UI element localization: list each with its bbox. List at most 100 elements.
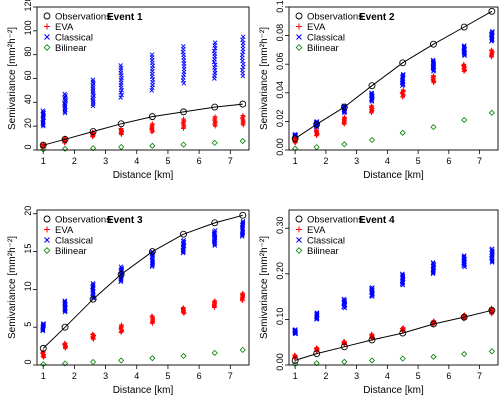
event-1-legend-label: Bilinear (55, 43, 87, 54)
event-3-classical-point (240, 219, 246, 224)
event-3-observations-point (239, 211, 247, 219)
event-3-xtick-label: 6 (197, 371, 202, 381)
event-3-legend-classical-marker (44, 237, 50, 243)
event-4-eva-point (369, 331, 374, 337)
event-4-bilinear-point (430, 353, 437, 360)
event-2-title: Event 2 (359, 12, 395, 23)
event-1-frame (36, 6, 250, 151)
event-3-classical-point (212, 230, 217, 236)
event-4-observations-point (340, 343, 348, 351)
event-1-ytick-label: 60 (23, 70, 33, 80)
event-3-eva-point (180, 305, 186, 310)
event-1-plot-area (39, 34, 247, 153)
event-2-eva-point (431, 73, 436, 78)
event-1-classical-point (240, 34, 246, 40)
event-2-observations-point (313, 120, 321, 128)
event-4-classical-point (399, 271, 405, 277)
event-3-observations-point (211, 219, 219, 227)
event-2-bilinear-point (430, 124, 437, 131)
event-4-ytick-label: 0.20 (275, 262, 285, 280)
event-4-bilinear-point (399, 355, 406, 362)
event-1-observations-point (148, 113, 156, 121)
event-1-ytick-label: 20 (23, 118, 33, 128)
event-2-legend-label: Observations (307, 12, 363, 23)
event-3-observations-point (180, 230, 187, 238)
event-3-observations-point (89, 295, 97, 303)
event-3-panel: 1 2 3 4 5 6 7 0 5 10 15 20 Distance [km] Semivariance… (7, 206, 250, 396)
event-4-classical-point (430, 260, 436, 266)
event-3-bilinear-point (90, 358, 97, 366)
event-3-legend-eva-marker (44, 226, 50, 233)
event-2-bilinear-point (292, 145, 299, 152)
event-2-observations-point (340, 103, 348, 111)
event-3-classical-point (90, 281, 96, 286)
event-1-observations-point (180, 108, 187, 116)
event-4-bilinear-point (341, 358, 348, 365)
event-1-ytick-label: 120 (23, 0, 33, 12)
event-4-observations-point (291, 356, 299, 364)
event-3-observations-point (39, 344, 47, 352)
event-2-classical-point (430, 59, 436, 64)
event-4-panel: 1 2 3 4 5 6 7 0.00 0.10 0.20 0.30 Distance [km] Semi… (259, 209, 499, 396)
event-2-eva-point (400, 87, 406, 93)
event-1-bilinear-point (149, 142, 156, 149)
event-2-ytick-label: 0.02 (275, 110, 285, 128)
event-2-eva-point (313, 127, 319, 133)
event-3-classical-point (181, 237, 187, 243)
event-2-panel: 1 2 3 4 5 6 7 0.00 0.02 0.04 0.06 0.08 0.10 Distance … (259, 0, 499, 181)
event-3-observations-point (148, 248, 156, 256)
event-2-xtick-label: 6 (446, 156, 451, 166)
event-3-observations-point (117, 270, 125, 278)
event-2-eva-point (369, 103, 375, 108)
event-3-eva-point (211, 299, 217, 304)
event-2-classical-point (461, 44, 467, 49)
event-1-classical-point (40, 108, 46, 113)
event-3-observations-line (42, 214, 243, 349)
event-2-eva-point (342, 114, 347, 120)
event-1-classical-point (118, 95, 123, 100)
event-1-observations-point (239, 100, 247, 108)
event-2-observations-line (294, 10, 493, 140)
event-1-legend-label: Classical (55, 33, 93, 44)
event-4-legend-label: Bilinear (307, 246, 339, 257)
event-4-xtick-label: 2 (323, 371, 328, 381)
event-2-xtick-label: 2 (323, 156, 328, 166)
event-2-bilinear-point (461, 116, 468, 124)
event-4-xtick-label: 3 (354, 371, 359, 381)
event-4-bilinear-point (313, 360, 320, 367)
event-2-xtick-label: 7 (477, 156, 482, 166)
event-1-classical-point (118, 63, 124, 68)
event-4-xtick-label: 4 (385, 371, 390, 381)
event-1-ytick-label: 40 (23, 94, 33, 104)
event-3-xtick-label: 3 (103, 371, 108, 381)
event-3-eva-point (90, 331, 96, 337)
event-4-observations-point (368, 336, 376, 344)
event-3-observations-point (61, 323, 69, 331)
event-1-classical-point (181, 44, 186, 49)
event-2-legend-bilinear-marker (295, 44, 303, 51)
event-2-observations-point (430, 40, 437, 48)
event-2-classical-point (461, 43, 467, 48)
event-1-eva-point (240, 113, 246, 118)
event-2-observations-point (460, 23, 468, 31)
event-2-legend-eva-marker (296, 23, 302, 30)
event-4-classical-point (314, 310, 320, 315)
event-1-observations-point (89, 128, 97, 135)
event-4-legend-observations-marker (295, 215, 303, 223)
event-1-ytick-label: 80 (23, 47, 33, 57)
event-4-classical-point (461, 253, 467, 258)
event-4-ytick-label: 0.10 (275, 308, 285, 326)
event-1-legend-observations-marker (43, 12, 51, 20)
event-3-ytick-label: 5 (23, 322, 33, 327)
event-1-classical-point (62, 96, 67, 101)
event-4-classical-point (430, 260, 436, 265)
event-2-xtick-label: 5 (416, 156, 421, 166)
event-4-legend-bilinear-marker (295, 247, 303, 254)
event-1-bilinear-point (40, 146, 47, 153)
event-1-classical-point (62, 91, 68, 97)
